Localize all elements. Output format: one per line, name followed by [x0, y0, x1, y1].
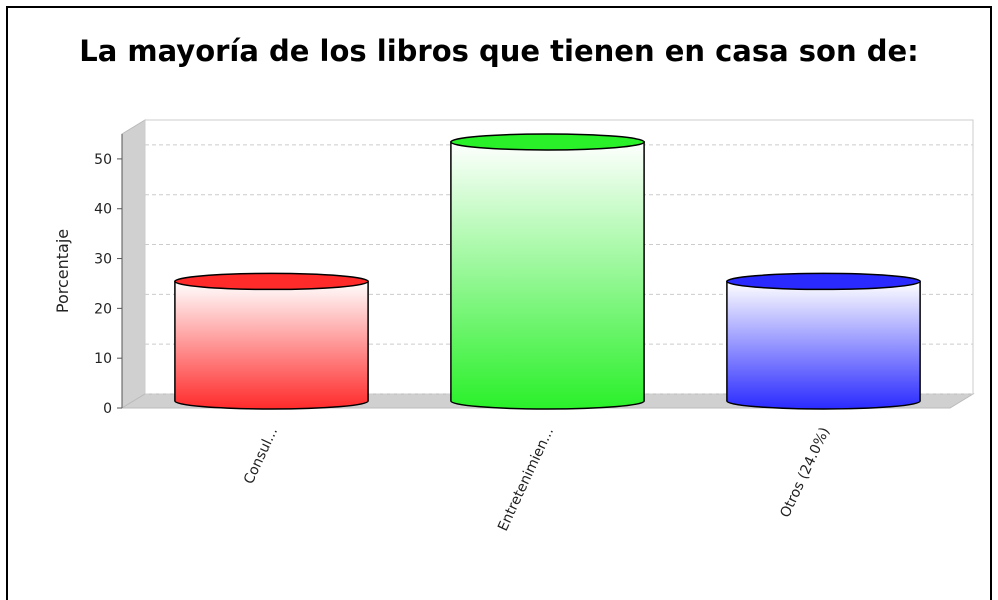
- bar-top: [174, 272, 369, 291]
- bar: [726, 280, 921, 410]
- bar-top: [726, 272, 921, 291]
- y-tick-label: 40: [94, 202, 112, 218]
- y-tick-label: 30: [94, 252, 112, 268]
- x-tick-label: Otros (24.0%): [777, 425, 833, 520]
- y-tick-label: 0: [103, 401, 112, 417]
- frame: [6, 6, 992, 600]
- y-tick-label: 50: [94, 152, 112, 168]
- y-tick-label: 10: [94, 351, 112, 367]
- y-tick-label: 20: [94, 301, 112, 317]
- bar: [450, 141, 645, 410]
- bar-top: [450, 133, 645, 151]
- bar: [174, 280, 369, 410]
- chart-title: La mayoría de los libros que tienen en c…: [79, 34, 919, 68]
- x-tick-label: Entretenimien...: [495, 425, 557, 534]
- side-wall: [121, 119, 146, 409]
- x-tick-label: Consul...: [241, 425, 281, 487]
- y-axis-label: Porcentaje: [53, 229, 72, 313]
